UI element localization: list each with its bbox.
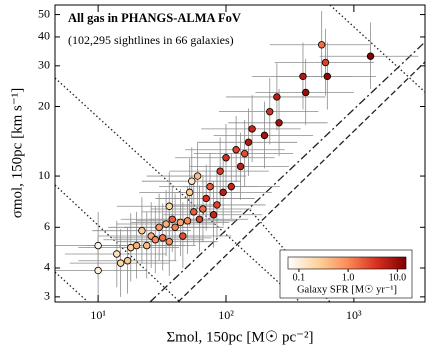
y-tick-label: 10 [38,168,50,182]
colorbar-tick-label: 1.0 [342,272,355,283]
colorbar: Galaxy SFR [M☉ yr⁻¹] 0.1 1.0 10.0 [279,249,413,299]
point [193,172,202,180]
y-tick-label: 40 [38,29,50,43]
point [275,119,283,127]
chart-title: All gas in PHANGS-ALMA FoV [68,11,241,25]
point [123,257,132,265]
y-tick-label: 4 [44,260,50,274]
point [260,131,269,140]
point [165,202,173,210]
point [248,125,256,133]
point [165,237,173,246]
point [143,241,151,250]
point [116,259,125,267]
x-tick-label: 10² [218,308,234,322]
point [273,93,281,101]
point [183,217,192,225]
point [195,215,204,223]
point [176,218,185,227]
y-axis-label: σmol, 150pc [km s⁻¹] [9,88,25,219]
point [366,52,375,60]
dotted-line [329,5,425,93]
point [266,107,274,116]
point [132,241,141,250]
colorbar-tick-label: 0.1 [293,272,306,283]
point [240,149,249,158]
point [227,182,235,191]
point [168,215,176,223]
point [317,41,326,49]
point [323,72,332,81]
point [236,162,245,171]
axes: 10¹ 10² 10³ 3 4 6 10 20 30 40 50 [38,5,425,322]
point [113,250,121,258]
x-tick-label: 10¹ [90,308,106,322]
dashed-line [177,61,425,302]
point [301,88,310,97]
y-tick-label: 6 [44,219,50,233]
point [299,72,307,81]
point [138,227,146,235]
point [190,208,198,216]
x-axis-label: Σmol, 150pc [M☉ pc⁻²] [166,329,313,345]
dotted-line [55,77,301,302]
point [222,154,230,162]
point [199,205,207,213]
colorbar-tick-label: 10.0 [389,272,407,283]
point [202,194,210,203]
point [151,236,160,244]
y-tick-label: 50 [38,6,50,20]
y-tick-label: 3 [44,289,50,303]
point [206,182,214,191]
dotted-line [55,184,181,302]
dotted-line [55,271,89,302]
chart-subtitle: (102,295 sightlines in 66 galaxies) [68,33,234,47]
point [171,223,179,232]
point [162,220,170,228]
colorbar-label: Galaxy SFR [M☉ yr⁻¹] [297,283,397,295]
points [94,41,375,275]
dash-dot-line [149,41,425,302]
point [209,211,218,219]
point [321,58,330,67]
point [188,177,196,185]
point [219,188,227,197]
point [159,234,167,242]
point [155,223,163,232]
plot-frame [54,4,426,303]
point [216,167,224,175]
point [94,266,102,275]
point [185,188,194,197]
point [94,241,102,250]
colorbar-gradient [287,256,407,270]
point [213,201,221,209]
x-tick-label: 10³ [346,308,362,322]
y-tick-label: 20 [38,98,50,112]
point [232,146,240,154]
point [179,232,187,240]
point [244,138,253,146]
y-tick-label: 30 [38,58,50,72]
